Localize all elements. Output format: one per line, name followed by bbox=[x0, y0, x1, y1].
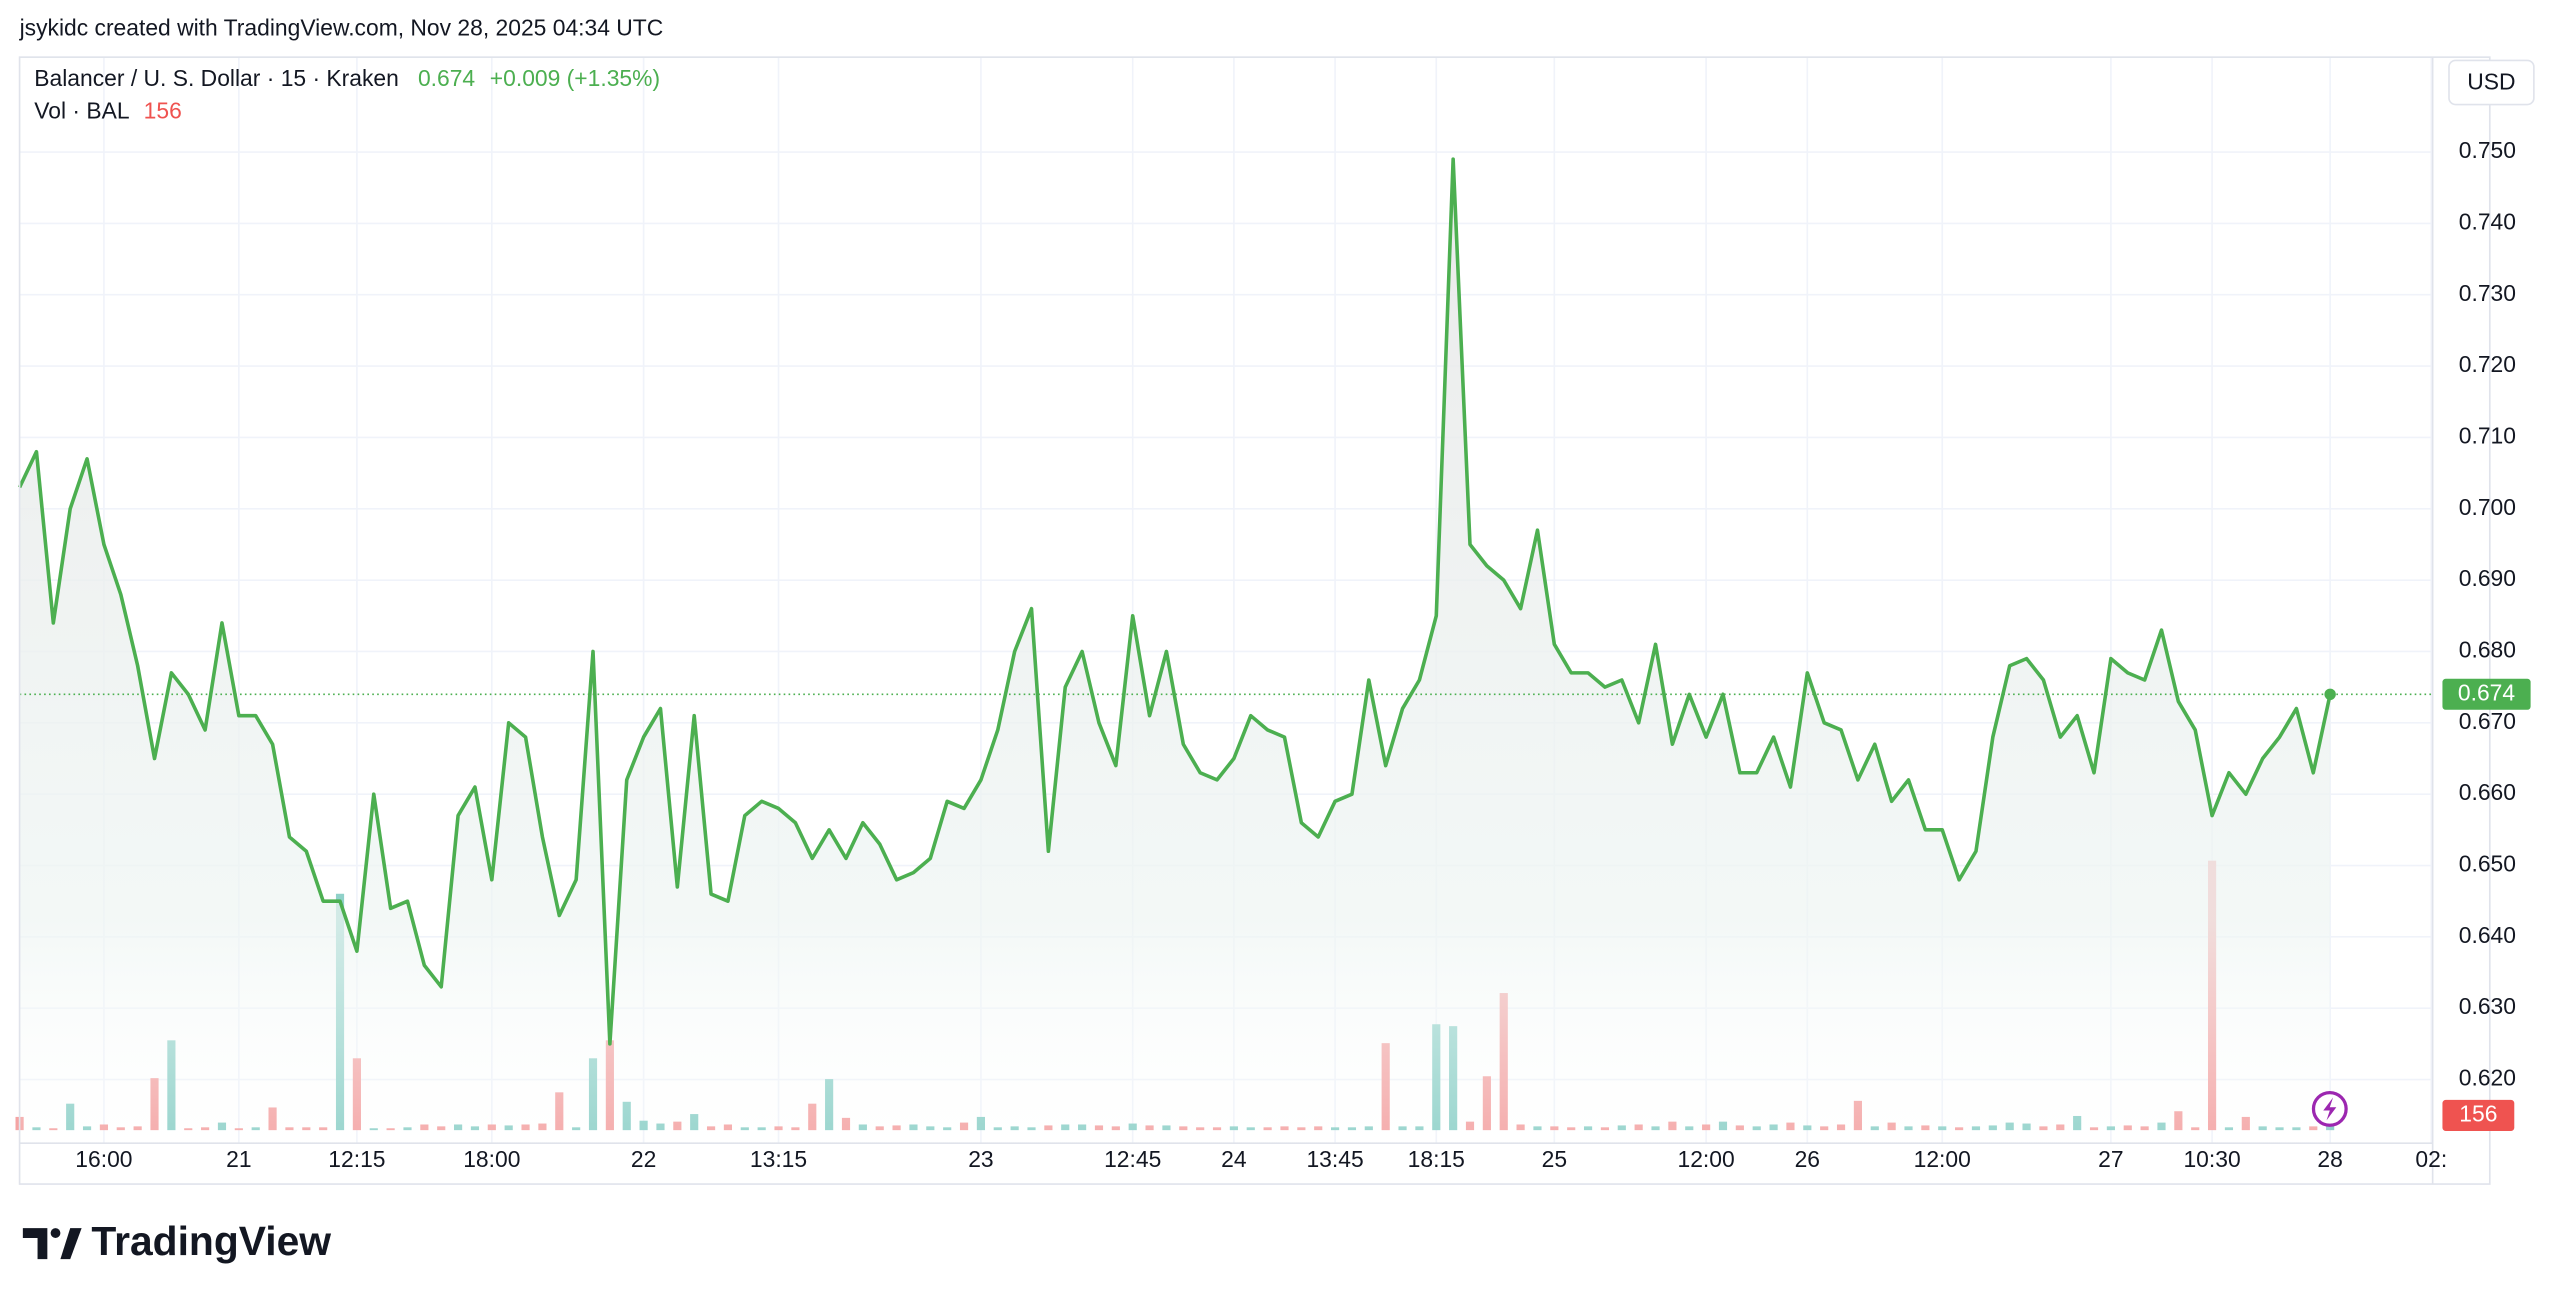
chart-frame bbox=[18, 56, 2491, 1185]
x-tick-label: 26 bbox=[1795, 1146, 1820, 1172]
y-tick-label: 0.650 bbox=[2459, 851, 2516, 877]
y-tick-label: 0.690 bbox=[2459, 565, 2516, 591]
x-tick-label: 27 bbox=[2098, 1146, 2123, 1172]
y-tick-label: 0.630 bbox=[2459, 993, 2516, 1019]
x-tick-label: 18:15 bbox=[1408, 1146, 1465, 1172]
x-tick-label: 13:45 bbox=[1306, 1146, 1363, 1172]
x-tick-label: 02: bbox=[2415, 1146, 2447, 1172]
x-tick-label: 25 bbox=[1542, 1146, 1567, 1172]
last-price-dot bbox=[2324, 688, 2336, 701]
y-tick-label: 0.620 bbox=[2459, 1065, 2516, 1091]
y-tick-label: 0.680 bbox=[2459, 637, 2516, 663]
price-tag bbox=[2442, 678, 2531, 710]
y-tick-label: 0.710 bbox=[2459, 422, 2516, 448]
x-tick-label: 28 bbox=[2317, 1146, 2342, 1172]
x-tick-label: 12:00 bbox=[1678, 1146, 1735, 1172]
price-tag-label: 0.674 bbox=[2458, 679, 2515, 705]
y-tick-label: 0.640 bbox=[2459, 922, 2516, 948]
volume-label: Vol · BAL bbox=[34, 98, 129, 124]
price-line bbox=[17, 157, 2332, 1046]
price-change: +0.009 (+1.35%) bbox=[490, 65, 660, 91]
x-tick-label: 16:00 bbox=[75, 1146, 132, 1172]
x-tick-label: 24 bbox=[1221, 1146, 1247, 1172]
last-price: 0.674 bbox=[418, 65, 475, 91]
x-tick-label: 13:15 bbox=[750, 1146, 807, 1172]
x-tick-label: 23 bbox=[968, 1146, 993, 1172]
currency-box[interactable] bbox=[2448, 59, 2535, 106]
y-tick-label: 0.660 bbox=[2459, 779, 2516, 805]
brand: TradingView bbox=[91, 1218, 331, 1264]
y-tick-label: 0.750 bbox=[2459, 137, 2516, 163]
x-tick-label: 21 bbox=[226, 1146, 251, 1172]
x-tick-label: 10:30 bbox=[2183, 1146, 2240, 1172]
lightning-icon[interactable] bbox=[2311, 1090, 2348, 1127]
y-tick-label: 0.670 bbox=[2459, 708, 2516, 734]
volume-tag-label: 156 bbox=[2459, 1100, 2497, 1126]
attribution: jsykidc created with TradingView.com, No… bbox=[19, 14, 664, 40]
last-volume: 156 bbox=[144, 98, 182, 124]
x-tick-label: 22 bbox=[631, 1146, 656, 1172]
currency[interactable]: USD bbox=[2467, 68, 2515, 94]
y-tick-label: 0.700 bbox=[2459, 494, 2516, 520]
y-tick-label: 0.720 bbox=[2459, 351, 2516, 377]
x-tick-label: 12:15 bbox=[328, 1146, 385, 1172]
x-tick-label: 12:45 bbox=[1104, 1146, 1161, 1172]
y-tick-label: 0.730 bbox=[2459, 280, 2516, 306]
x-tick-label: 12:00 bbox=[1914, 1146, 1971, 1172]
brand-logo bbox=[22, 1228, 82, 1260]
symbol: Balancer / U. S. Dollar · 15 · Kraken bbox=[34, 65, 399, 91]
volume-tag bbox=[2442, 1099, 2515, 1131]
y-tick-label: 0.740 bbox=[2459, 208, 2516, 234]
area-fill bbox=[19, 159, 2331, 1176]
x-tick-label: 18:00 bbox=[463, 1146, 520, 1172]
